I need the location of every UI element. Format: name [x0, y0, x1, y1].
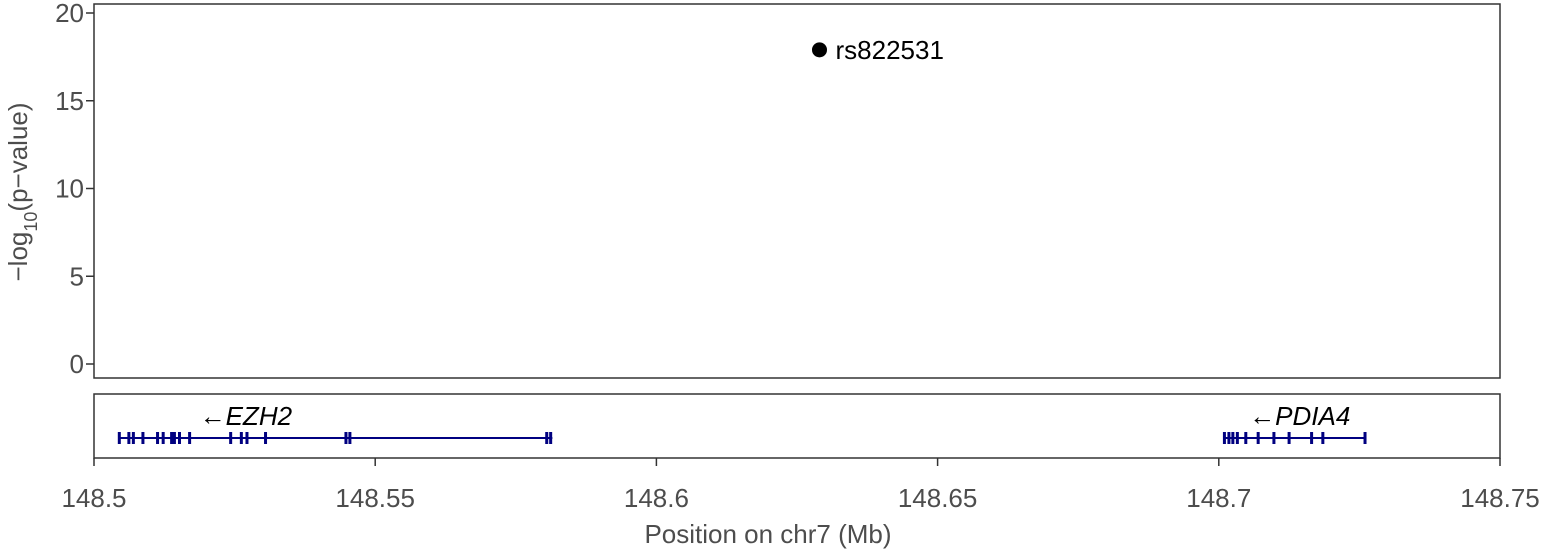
gene-exon [1231, 432, 1235, 444]
gene-exon [161, 432, 165, 444]
gene-exon [156, 432, 160, 444]
gene-exon [1287, 432, 1291, 444]
y-axis-title-tail: (p−value) [3, 102, 33, 211]
x-axis-title: Position on chr7 (Mb) [644, 519, 891, 549]
gene-exon [1227, 432, 1231, 444]
main-panel-frame [93, 3, 1501, 379]
gene-exon [229, 432, 233, 444]
gene-exon [1222, 432, 1226, 444]
y-tick-label: 20 [55, 0, 84, 28]
gene-exon [348, 432, 352, 444]
gene-exon [344, 432, 348, 444]
gene-exon [1321, 432, 1325, 444]
x-tick-label: 148.6 [624, 483, 689, 513]
gene-exon [117, 432, 121, 444]
y-axis: 0 5 10 15 20 [55, 0, 94, 379]
y-axis-title-sub: 10 [21, 212, 41, 232]
gene-exon [1244, 432, 1248, 444]
data-point-label: rs822531 [835, 35, 943, 65]
gene-exon [141, 432, 145, 444]
gene-label: ←EZH2 [200, 401, 293, 431]
points-layer: rs822531 [811, 35, 944, 65]
y-tick-label: 0 [70, 349, 84, 379]
gene-exon [170, 432, 174, 444]
gene-label: ←PDIA4 [1249, 401, 1350, 431]
x-tick-label: 148.75 [1460, 483, 1540, 513]
gene-exon [239, 432, 243, 444]
x-axis: 148.5 148.55 148.6 148.65 148.7 148.75 [61, 458, 1540, 513]
y-tick-label: 15 [55, 86, 84, 116]
gene-exon [127, 432, 131, 444]
x-tick-label: 148.65 [898, 483, 978, 513]
data-point [811, 42, 827, 58]
y-axis-title-main: −log [3, 232, 33, 282]
gene-exon [1310, 432, 1314, 444]
y-axis-title: −log10(p−value) [3, 102, 41, 281]
gene-exon [188, 432, 192, 444]
x-tick-label: 148.5 [61, 483, 126, 513]
gene-exon [1363, 432, 1367, 444]
gene-exon [1256, 432, 1260, 444]
gene-track: ←EZH2 ←PDIA4 [117, 401, 1367, 444]
gene-exon [264, 432, 268, 444]
gene-exon [172, 432, 176, 444]
gene-strand-arrow: ← [1249, 401, 1275, 431]
gene-exon [549, 432, 553, 444]
x-tick-label: 148.7 [1186, 483, 1251, 513]
gene-name: PDIA4 [1275, 401, 1350, 431]
gene-panel-frame [93, 393, 1501, 459]
gene-exon [1235, 432, 1239, 444]
gene-strand-arrow: ← [200, 401, 226, 431]
gene-exon [245, 432, 249, 444]
gene-exon [545, 432, 549, 444]
y-tick-label: 10 [55, 174, 84, 204]
x-tick-label: 148.55 [335, 483, 415, 513]
gene-exon [131, 432, 135, 444]
gene-name: EZH2 [226, 401, 293, 431]
gene-exon [1272, 432, 1276, 444]
y-tick-label: 5 [70, 261, 84, 291]
gene-exon [177, 432, 181, 444]
